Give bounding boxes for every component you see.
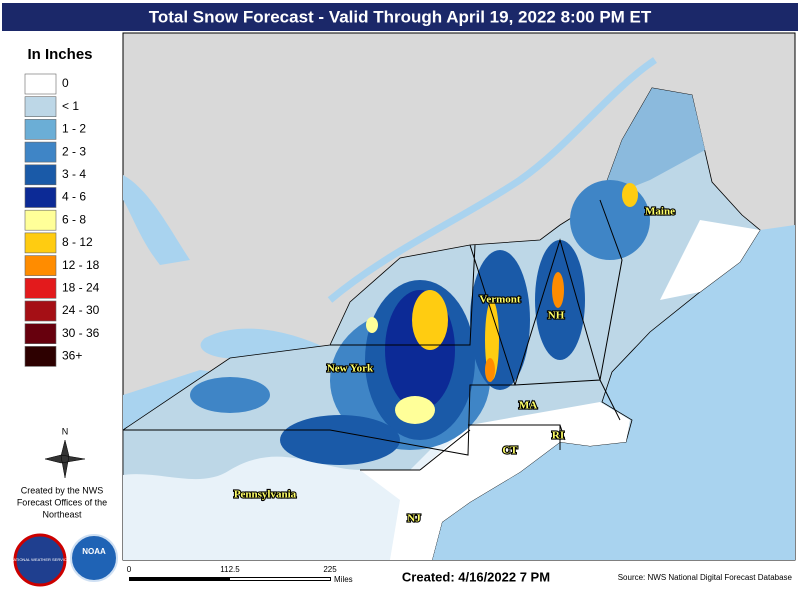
legend-label: < 1 [62,99,79,113]
ny-snow-8-12 [412,290,448,350]
title: Total Snow Forecast - Valid Through Apri… [149,7,652,26]
nh-snow-12-18 [552,272,564,308]
compass: N [44,426,86,479]
legend-swatch [24,119,57,140]
maine-snow-8-12 [622,183,638,207]
legend-label: 36+ [62,349,82,363]
credit: Northeast [42,509,82,519]
pa-snow [280,415,400,465]
legend-swatch [24,277,57,299]
legend-label: 1 - 2 [62,122,86,136]
state-label: NH [548,310,565,322]
legend-label: 4 - 6 [62,190,86,204]
legend-label: 30 - 36 [62,326,100,340]
legend-label: 3 - 4 [62,167,86,181]
compass-label: N [62,426,69,436]
scale-label: 112.5 [220,565,240,574]
maine-snow [600,88,705,200]
legend-swatch [24,73,57,95]
legend-swatch [24,187,57,208]
maine-west-snow [570,180,650,260]
vt-snow [470,250,530,390]
legend-swatch [24,96,57,117]
legend-swatch [24,323,57,345]
legend: In Inches 0 < 1 1 - 2 2 - 3 3 - 4 4 - 6 6 - 8 8… [24,46,100,367]
scale-label: 225 [323,565,337,574]
st-lawrence-river [327,57,657,303]
state-label: Vermont [479,294,520,306]
nws-logo [13,533,67,587]
legend-swatch [24,209,57,231]
ocean [432,225,795,560]
legend-swatch [24,232,57,254]
compass-rose [44,439,86,479]
legend-label: 12 - 18 [62,258,100,272]
state-label: MA [519,400,537,412]
scale-label: 0 [127,565,132,574]
legend-swatch [24,141,57,163]
legend-label: 0 [62,76,69,90]
legend-swatch [24,164,57,186]
legend-label: 6 - 8 [62,212,86,226]
created-date: Created: 4/16/2022 7 PM [402,569,550,584]
source: Source: NWS National Digital Forecast Da… [618,573,793,582]
state-label: RI [552,430,564,442]
state-label: Maine [645,206,675,218]
state-borders [123,199,623,471]
scale-unit: Miles [334,575,353,584]
state-label: CT [502,445,518,457]
ny-snow-6-8-b [366,317,378,333]
ny-snow-6-8 [395,396,435,424]
title-bar [2,3,798,31]
legend-label: 24 - 30 [62,303,100,317]
georgian-bay [123,175,190,265]
no-snow-area [360,402,630,560]
legend-label: 8 - 12 [62,235,93,249]
legend-swatch [24,255,57,276]
noaa-logo-text: NOAA [82,547,106,556]
noaa-logo [70,534,118,582]
no-snow-coast [660,220,760,300]
legend-title: In Inches [27,46,92,63]
wny-snow [190,377,270,413]
state-label: New York [327,363,374,375]
legend-label: 18 - 24 [62,280,100,294]
state-label: NJ [407,513,421,525]
scale-bar-segment [230,578,330,580]
legend-swatch [24,346,57,367]
legend-label: 2 - 3 [62,144,86,158]
map: New York Vermont NH Maine MA CT RI NJ Pe… [122,32,796,561]
vt-snow-12-18 [485,358,495,382]
legend-swatch [24,300,57,322]
nws-logo-text: NATIONAL WEATHER SERVICE [11,557,70,562]
credit: Created by the NWS [21,485,104,495]
credit: Forecast Offices of the [17,497,107,507]
state-label: Pennsylvania [234,489,297,501]
